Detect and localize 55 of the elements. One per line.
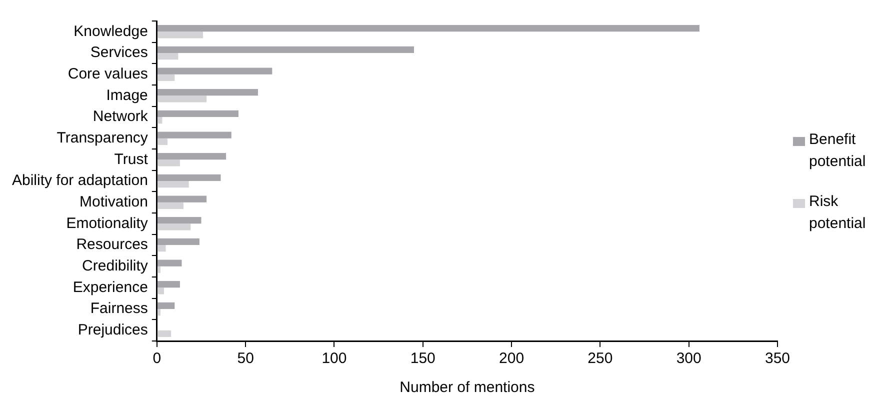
bar xyxy=(157,302,175,309)
bar xyxy=(157,330,172,337)
legend-label: Benefit potential xyxy=(809,130,867,172)
bar xyxy=(157,68,272,74)
y-tick-label: Ability for adaptation xyxy=(12,172,148,190)
bar xyxy=(157,260,182,266)
bar xyxy=(157,309,160,316)
bar xyxy=(157,217,202,224)
bar xyxy=(157,153,226,160)
y-tick-label: Prejudices xyxy=(78,321,148,338)
bar xyxy=(157,32,204,38)
bar xyxy=(157,74,175,81)
bar xyxy=(157,238,200,245)
bar xyxy=(157,96,207,102)
bar xyxy=(157,53,178,60)
y-tick-label: Experience xyxy=(72,278,148,296)
bar xyxy=(157,266,160,273)
bar xyxy=(157,196,207,202)
bar xyxy=(157,181,189,188)
x-tick-label: 350 xyxy=(764,350,790,368)
y-tick-label: Resources xyxy=(76,236,148,254)
bar xyxy=(157,174,221,181)
y-tick-label: Knowledge xyxy=(74,22,148,40)
bar xyxy=(157,245,166,252)
bar xyxy=(157,138,168,145)
y-tick-label: Motivation xyxy=(80,193,148,210)
bar xyxy=(157,202,184,209)
x-tick-label: 100 xyxy=(322,350,347,368)
bar xyxy=(157,288,164,294)
bar xyxy=(157,110,238,117)
y-tick-label: Core values xyxy=(68,65,148,82)
x-tick-label: 50 xyxy=(237,350,254,368)
bar xyxy=(157,160,180,166)
bar xyxy=(157,46,414,53)
x-tick-label: 300 xyxy=(676,350,702,368)
y-tick-label: Credibility xyxy=(82,257,148,274)
bar xyxy=(157,132,232,138)
bar xyxy=(157,117,162,124)
y-tick-label: Services xyxy=(90,44,148,62)
x-tick-label: 150 xyxy=(410,350,436,368)
legend-label: Risk potential xyxy=(809,192,867,234)
y-tick-label: Trust xyxy=(114,150,149,168)
y-tick-label: Fairness xyxy=(90,300,148,318)
bar xyxy=(157,281,180,288)
bar xyxy=(157,89,258,96)
y-tick-label: Network xyxy=(92,108,148,126)
y-tick-label: Emotionality xyxy=(66,214,148,232)
y-tick-label: Transparency xyxy=(56,129,148,146)
y-tick-label: Image xyxy=(106,86,148,104)
x-tick-label: 250 xyxy=(588,350,613,368)
x-tick-label: 200 xyxy=(499,350,524,368)
bar xyxy=(157,224,191,230)
x-axis-title: Number of mentions xyxy=(400,379,535,396)
bar xyxy=(157,25,700,32)
x-tick-label: 0 xyxy=(152,350,162,368)
